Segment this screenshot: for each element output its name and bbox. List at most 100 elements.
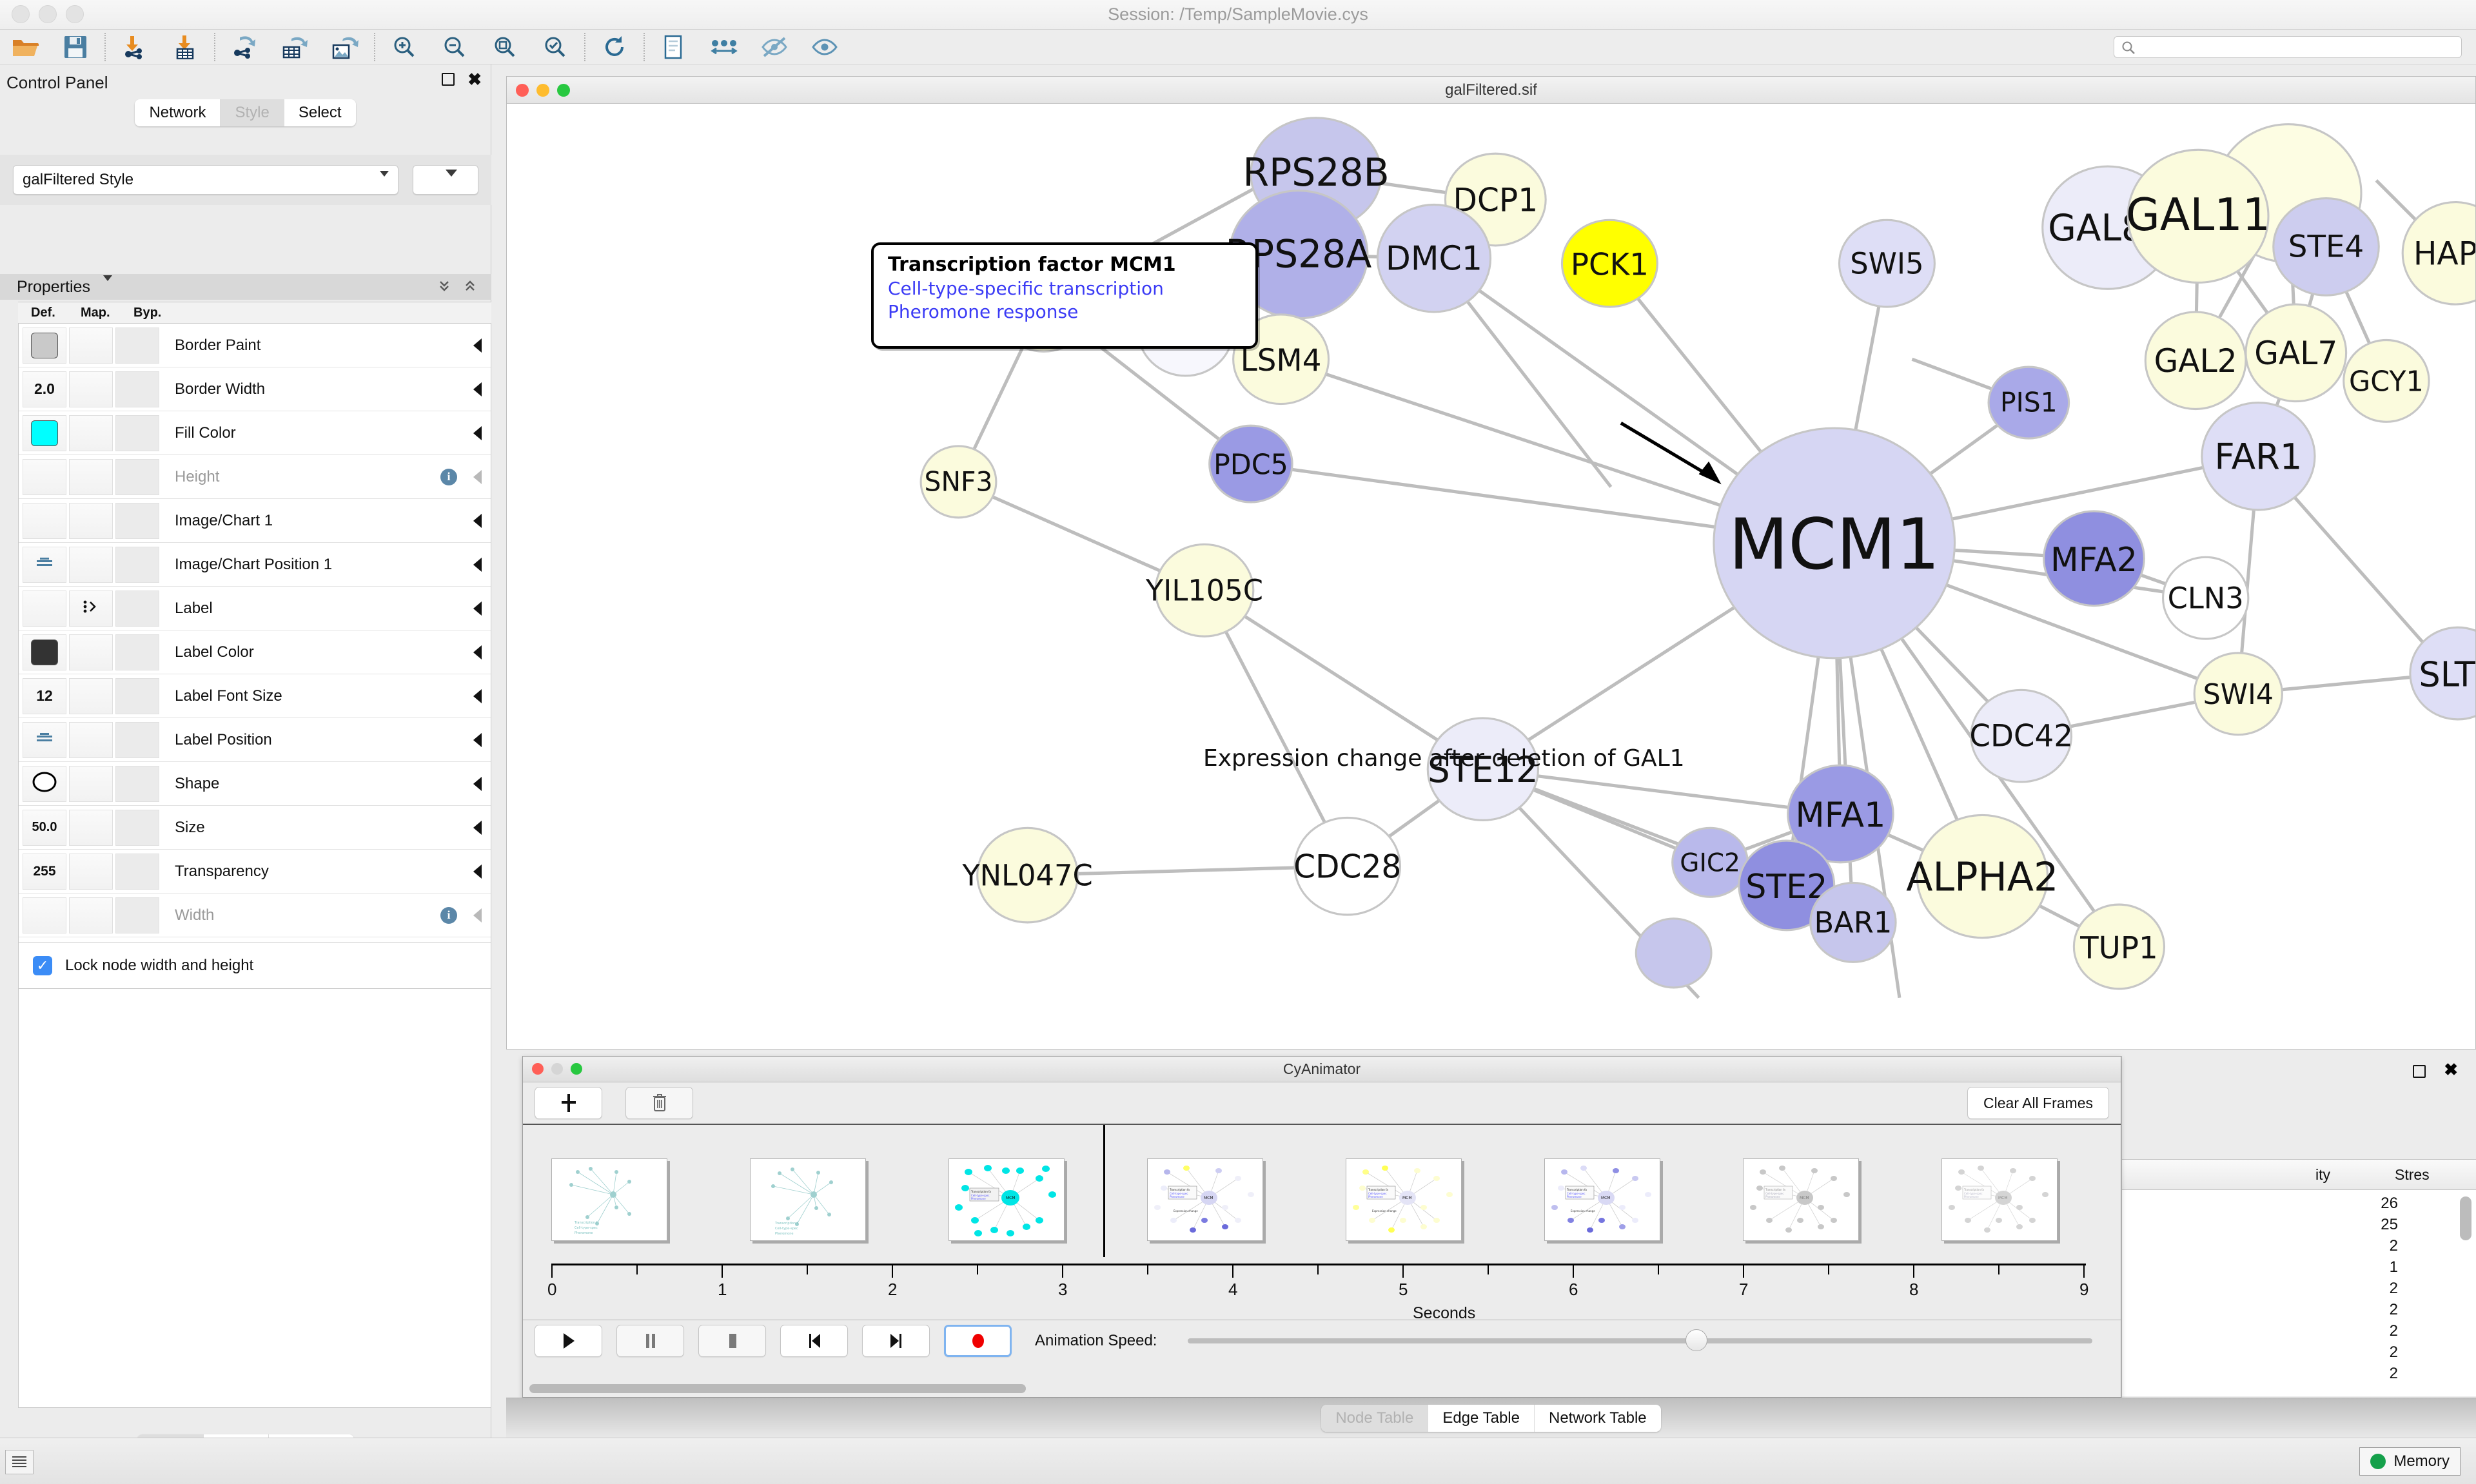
network-window-controls[interactable]	[516, 84, 570, 97]
properties-menu-icon[interactable]	[103, 275, 112, 293]
fit-selected-icon[interactable]	[530, 30, 580, 64]
import-network-icon[interactable]	[110, 30, 160, 64]
property-row-fill-color[interactable]: Fill Color	[19, 411, 491, 455]
timeline-playhead[interactable]	[1103, 1125, 1105, 1257]
maximize-cyanimator-dot[interactable]	[571, 1063, 582, 1075]
property-row-border-width[interactable]: 2.0 Border Width	[19, 367, 491, 411]
stop-button[interactable]	[698, 1325, 766, 1357]
list-item[interactable]: Transcription fa Cell-type-spec Pheromone M…	[1346, 1158, 1462, 1241]
property-row-shape[interactable]: Shape	[19, 762, 491, 806]
tab-node-table[interactable]: Node Table	[1321, 1404, 1429, 1432]
close-table-icon[interactable]: ✖	[2444, 1060, 2458, 1079]
property-row-label-position[interactable]: Label Position	[19, 718, 491, 762]
float-table-icon[interactable]	[2413, 1065, 2426, 1078]
list-item[interactable]: Transcription fa Cell-type-spec Pheromone M…	[1147, 1158, 1263, 1241]
property-row-label[interactable]: Label	[19, 587, 491, 630]
tab-style[interactable]: Style	[221, 99, 284, 126]
play-button[interactable]	[535, 1325, 602, 1357]
property-row-label-font-size[interactable]: 12 Label Font Size	[19, 674, 491, 718]
table-vertical-scrollbar[interactable]	[2460, 1196, 2471, 1240]
add-frame-button[interactable]	[535, 1087, 602, 1119]
search-input[interactable]	[2114, 36, 2462, 58]
cyanimator-window-controls[interactable]	[532, 1063, 582, 1075]
minimize-network-dot[interactable]	[536, 84, 549, 97]
new-network-icon[interactable]	[649, 30, 699, 64]
export-image-icon[interactable]	[320, 30, 370, 64]
list-item[interactable]: Transcription fa Cell-type-spec Pheromone M…	[948, 1158, 1065, 1241]
list-item[interactable]: Transcription fa Cell-type-spec Pheromone M…	[1941, 1158, 2058, 1241]
animation-speed-slider[interactable]	[1188, 1329, 2092, 1351]
zoom-out-icon[interactable]	[429, 30, 480, 64]
import-table-icon[interactable]	[160, 30, 210, 64]
float-panel-icon[interactable]	[442, 73, 455, 86]
style-options-menu[interactable]	[413, 165, 478, 195]
property-row-border-paint[interactable]: Border Paint	[19, 324, 491, 367]
expand-arrow-icon[interactable]	[473, 645, 482, 659]
tab-edge-table[interactable]: Edge Table	[1428, 1404, 1535, 1432]
export-table-icon[interactable]	[270, 30, 320, 64]
slider-knob[interactable]	[1685, 1329, 1708, 1351]
list-item[interactable]: Transcription fa Cell-type-spec Pheromone M…	[1544, 1158, 1660, 1241]
expand-arrow-icon[interactable]	[473, 688, 482, 703]
property-row-image-chart-position-1[interactable]: Image/Chart Position 1	[19, 543, 491, 587]
expand-arrow-icon[interactable]	[473, 338, 482, 353]
expand-arrow-icon[interactable]	[473, 732, 482, 747]
expand-arrow-icon[interactable]	[473, 425, 482, 440]
expand-arrow-icon[interactable]	[473, 513, 482, 528]
clear-all-frames-button[interactable]: Clear All Frames	[1967, 1087, 2109, 1119]
expand-arrow-icon[interactable]	[473, 382, 482, 396]
select-all-nodes-icon[interactable]	[699, 30, 749, 64]
tab-network[interactable]: Network	[135, 99, 221, 126]
close-cyanimator-dot[interactable]	[532, 1063, 544, 1075]
tab-select[interactable]: Select	[284, 99, 356, 126]
info-icon[interactable]: i	[440, 906, 457, 924]
property-row-size[interactable]: 50.0 Size	[19, 806, 491, 850]
open-folder-icon[interactable]	[0, 30, 50, 64]
property-row-image-chart-1[interactable]: Image/Chart 1	[19, 499, 491, 543]
record-button[interactable]	[944, 1325, 1012, 1357]
close-panel-icon[interactable]: ✖	[467, 70, 482, 89]
expand-arrow-icon[interactable]	[473, 557, 482, 572]
collapse-all-icon[interactable]	[438, 279, 455, 295]
lock-node-size-row[interactable]: ✓ Lock node width and height	[18, 942, 491, 989]
show-all-icon[interactable]	[800, 30, 850, 64]
close-window-dot[interactable]	[12, 5, 30, 23]
network-canvas[interactable]: RPS28B DCP1 RPS28A DMC1 PCK1 SWI5 GAL80 …	[507, 104, 2475, 1049]
delete-frame-button[interactable]	[625, 1087, 693, 1119]
lock-checkbox[interactable]: ✓	[33, 955, 52, 975]
close-network-dot[interactable]	[516, 84, 529, 97]
memory-status-button[interactable]: Memory	[2359, 1447, 2461, 1476]
show-console-button[interactable]	[5, 1450, 34, 1474]
window-controls[interactable]	[12, 5, 84, 23]
minimize-cyanimator-dot[interactable]	[551, 1063, 563, 1075]
expand-arrow-icon[interactable]	[473, 776, 482, 791]
expand-arrow-icon[interactable]	[473, 601, 482, 616]
next-frame-button[interactable]	[862, 1325, 930, 1357]
zoom-selected-icon[interactable]	[480, 30, 530, 64]
expand-arrow-icon[interactable]	[473, 820, 482, 835]
cyanimator-horizontal-scrollbar[interactable]	[529, 1384, 1026, 1393]
hide-selected-icon[interactable]	[749, 30, 800, 64]
expand-all-icon[interactable]	[464, 279, 481, 295]
list-item[interactable]: Transcription fa Cell-type-spec Pheromone M…	[1743, 1158, 1859, 1241]
maximize-window-dot[interactable]	[66, 5, 84, 23]
save-icon[interactable]	[50, 30, 101, 64]
property-row-transparency[interactable]: 255 Transparency	[19, 850, 491, 893]
export-network-icon[interactable]	[219, 30, 270, 64]
minimize-window-dot[interactable]	[39, 5, 57, 23]
refresh-icon[interactable]	[589, 30, 640, 64]
property-row-label-color[interactable]: Label Color	[19, 630, 491, 674]
maximize-network-dot[interactable]	[557, 84, 570, 97]
expand-arrow-icon[interactable]	[473, 864, 482, 879]
tab-network-table[interactable]: Network Table	[1535, 1404, 1661, 1432]
cyanimator-timeline[interactable]: Transcription f Cell-type-spec Pheromone T…	[523, 1124, 2121, 1320]
zoom-in-icon[interactable]	[379, 30, 429, 64]
annotation-box[interactable]: Transcription factor MCM1 Cell-type-spec…	[871, 242, 1258, 349]
pause-button[interactable]	[616, 1325, 684, 1357]
list-item[interactable]: Transcription f Cell-type-spec Pheromone	[551, 1158, 667, 1241]
list-item[interactable]: Transcription f Cell-type-spec Pheromone	[750, 1158, 866, 1241]
results-table-grid[interactable]: 26 25 2 1 2 2 2 2 2	[2122, 1190, 2476, 1396]
style-combo[interactable]: galFiltered Style	[13, 165, 398, 195]
previous-frame-button[interactable]	[780, 1325, 848, 1357]
info-icon[interactable]: i	[440, 468, 457, 485]
